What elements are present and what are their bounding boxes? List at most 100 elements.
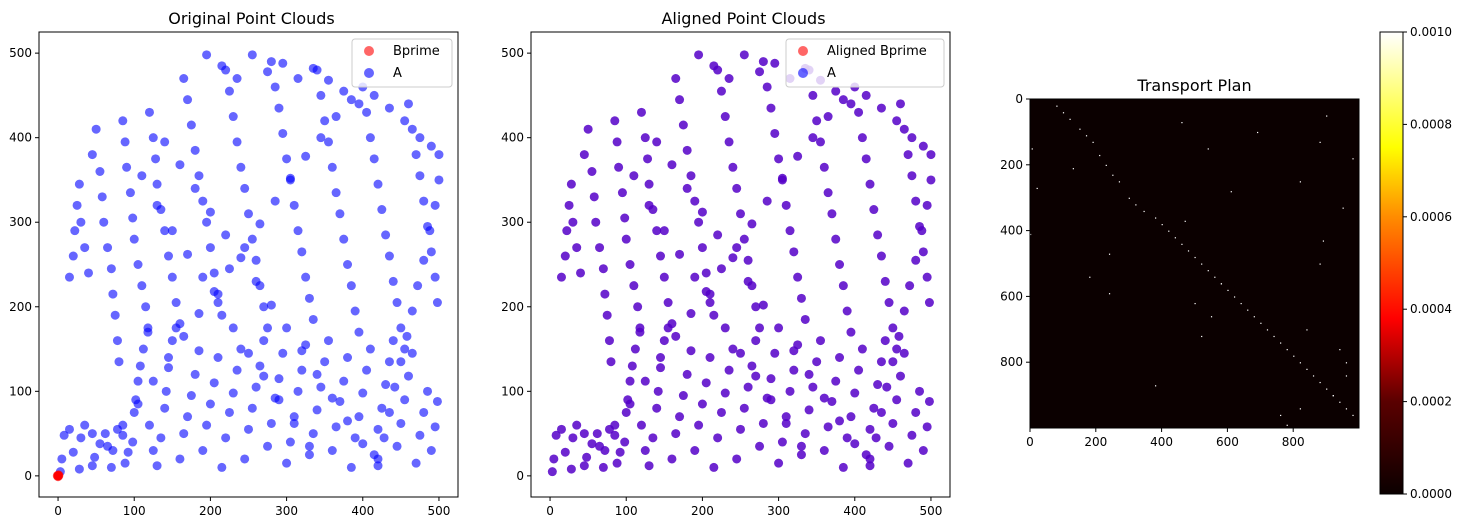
point-a [122,162,132,172]
heatmap-y-tick-label: 800 [1000,355,1023,369]
point-aligned [579,461,589,471]
point-aligned [796,450,806,460]
point-aligned [789,365,799,375]
point-aligned [671,74,681,83]
point-aligned [644,179,654,189]
point-a [123,447,133,457]
point-a [308,63,318,73]
heatmap-cell [1339,401,1341,403]
point-a [358,439,368,449]
point-aligned [905,281,915,291]
point-aligned [755,441,765,451]
point-aligned [636,107,646,117]
point-a [263,67,273,77]
point-aligned [857,133,867,143]
point-aligned [713,230,723,240]
point-aligned [774,323,784,333]
point-aligned [808,90,818,100]
point-aligned [808,382,818,392]
point-aligned [899,348,909,358]
heatmap-cell [1306,329,1308,331]
point-aligned [656,353,666,362]
transport-plan-panel: Transport Plan 0 200 400 600 800 0 200 400 600 80… [1000,25,1452,501]
point-aligned [743,276,753,286]
point-a [282,458,292,468]
point-aligned [610,430,620,440]
point-a [369,154,379,164]
point-a [175,319,185,329]
point-a [323,75,333,85]
point-a [426,141,436,151]
point-a [289,412,299,422]
point-a [400,344,410,354]
point-aligned [865,424,875,434]
point-a [343,353,353,362]
point-aligned [705,353,715,362]
point-a [304,293,314,303]
heatmap-cell [1187,250,1190,252]
point-a [103,243,113,253]
point-a [335,396,345,406]
point-aligned [587,167,597,176]
point-a [198,196,208,206]
heatmap-cell [1155,217,1157,219]
point-a [365,133,375,143]
point-a [209,287,219,297]
point-a [259,302,269,312]
point-aligned [640,376,650,386]
colorbar [1379,31,1404,495]
point-aligned [774,154,784,164]
point-aligned [663,298,673,308]
legend-a2-marker [798,68,808,78]
point-a [396,357,406,367]
point-a [103,441,113,451]
heatmap-cell [1194,302,1196,305]
heatmap-cell [1326,388,1328,390]
point-a [392,441,402,451]
point-a [339,376,349,386]
heatmap-cell [1319,263,1321,265]
point-a [354,412,364,422]
point-aligned [869,205,879,215]
heatmap-cell [1260,322,1262,324]
point-a [308,429,318,439]
point-aligned [716,264,726,274]
point-aligned [922,200,932,210]
point-a [377,205,387,215]
point-a [194,309,204,319]
point-aligned [895,371,905,381]
heatmap-cell [1108,253,1111,255]
point-aligned [785,226,795,236]
point-aligned [560,251,570,261]
heatmap-cell [1345,375,1348,377]
point-a [202,420,212,430]
point-a [244,209,253,219]
point-aligned [583,124,593,134]
point-a [373,424,383,434]
point-aligned [804,369,814,379]
heatmap-ticks: 0 200 400 600 800 0 200 400 600 800 [1000,92,1305,449]
point-aligned [808,133,818,143]
point-a [373,454,383,464]
point-a [312,405,322,415]
point-a [335,209,345,219]
x-tick-label: 400 [843,504,866,518]
point-a [228,323,238,333]
heatmap-cell [1056,105,1058,107]
point-a [148,446,158,455]
panel1-ticks: 0 100 200 300 400 500 0 100 200 300 400 500 [9,46,450,518]
point-a [129,234,139,244]
point-aligned [924,396,934,406]
heatmap-cell [1257,131,1259,134]
point-a [432,396,442,406]
point-a [339,234,349,244]
point-a [221,230,231,240]
point-a [87,429,97,439]
heatmap-cell [1143,210,1145,213]
point-aligned [751,336,761,346]
heatmap-cell [1174,237,1176,239]
point-aligned [747,219,757,229]
point-a [434,175,444,185]
point-aligned [705,298,715,308]
point-aligned [819,393,829,403]
